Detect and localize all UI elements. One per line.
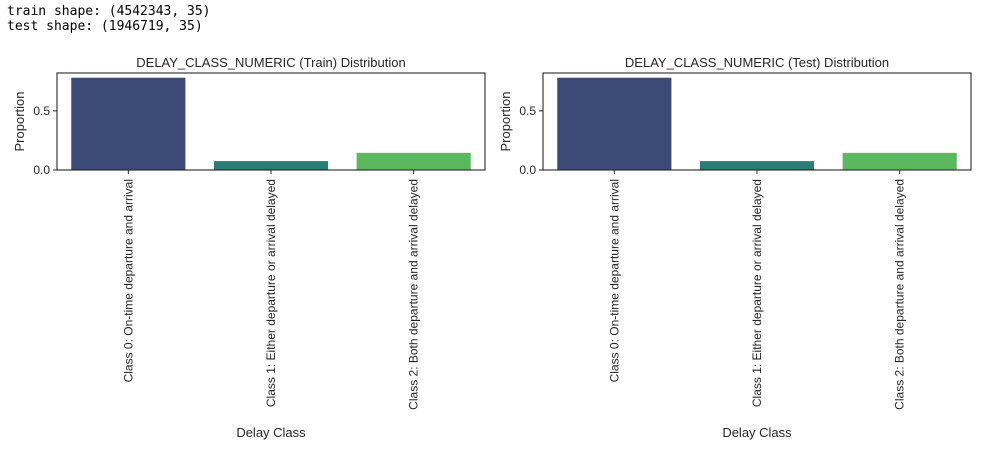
- console-line-test-shape: test shape: (1946719, 35): [7, 19, 203, 34]
- train-bar-2: [356, 152, 471, 170]
- chart-test: 0.0 0.5 Class 0: On-time departure and arr…: [498, 55, 972, 440]
- train-xtick-label-2: Class 2: Both departure and arrival dela…: [407, 179, 421, 410]
- test-bar-0: [557, 77, 672, 170]
- test-bar-1: [699, 161, 815, 170]
- train-y-axis-label: Proportion: [12, 92, 27, 152]
- train-x-axis-label: Delay Class: [236, 425, 306, 440]
- test-bar-2: [842, 152, 957, 170]
- train-bar-0: [71, 77, 186, 170]
- test-ytick-label-0: 0.0: [519, 163, 536, 177]
- train-bar-1: [213, 161, 329, 170]
- test-x-axis-label: Delay Class: [722, 425, 792, 440]
- test-y-axis-label: Proportion: [498, 92, 513, 152]
- train-chart-title: DELAY_CLASS_NUMERIC (Train) Distribution: [136, 55, 405, 70]
- console-output: train shape: (4542343, 35) test shape: (1…: [7, 4, 211, 34]
- test-ytick-label-1: 0.5: [519, 104, 536, 118]
- test-xtick-label-2: Class 2: Both departure and arrival dela…: [893, 179, 907, 410]
- console-line-train-shape: train shape: (4542343, 35): [7, 4, 211, 19]
- test-chart-title: DELAY_CLASS_NUMERIC (Test) Distribution: [625, 55, 889, 70]
- test-xtick-label-1: Class 1: Either departure or arrival del…: [750, 179, 764, 407]
- test-xtick-label-0: Class 0: On-time departure and arrival: [607, 179, 621, 382]
- train-xtick-label-1: Class 1: Either departure or arrival del…: [264, 179, 278, 407]
- train-ytick-label-1: 0.5: [33, 104, 50, 118]
- train-ytick-label-0: 0.0: [33, 163, 50, 177]
- chart-train: 0.0 0.5 Class 0: On-time departure and arr…: [12, 55, 486, 440]
- distribution-figure: 0.0 0.5 Class 0: On-time departure and arr…: [12, 55, 972, 440]
- train-xtick-label-0: Class 0: On-time departure and arrival: [121, 179, 135, 382]
